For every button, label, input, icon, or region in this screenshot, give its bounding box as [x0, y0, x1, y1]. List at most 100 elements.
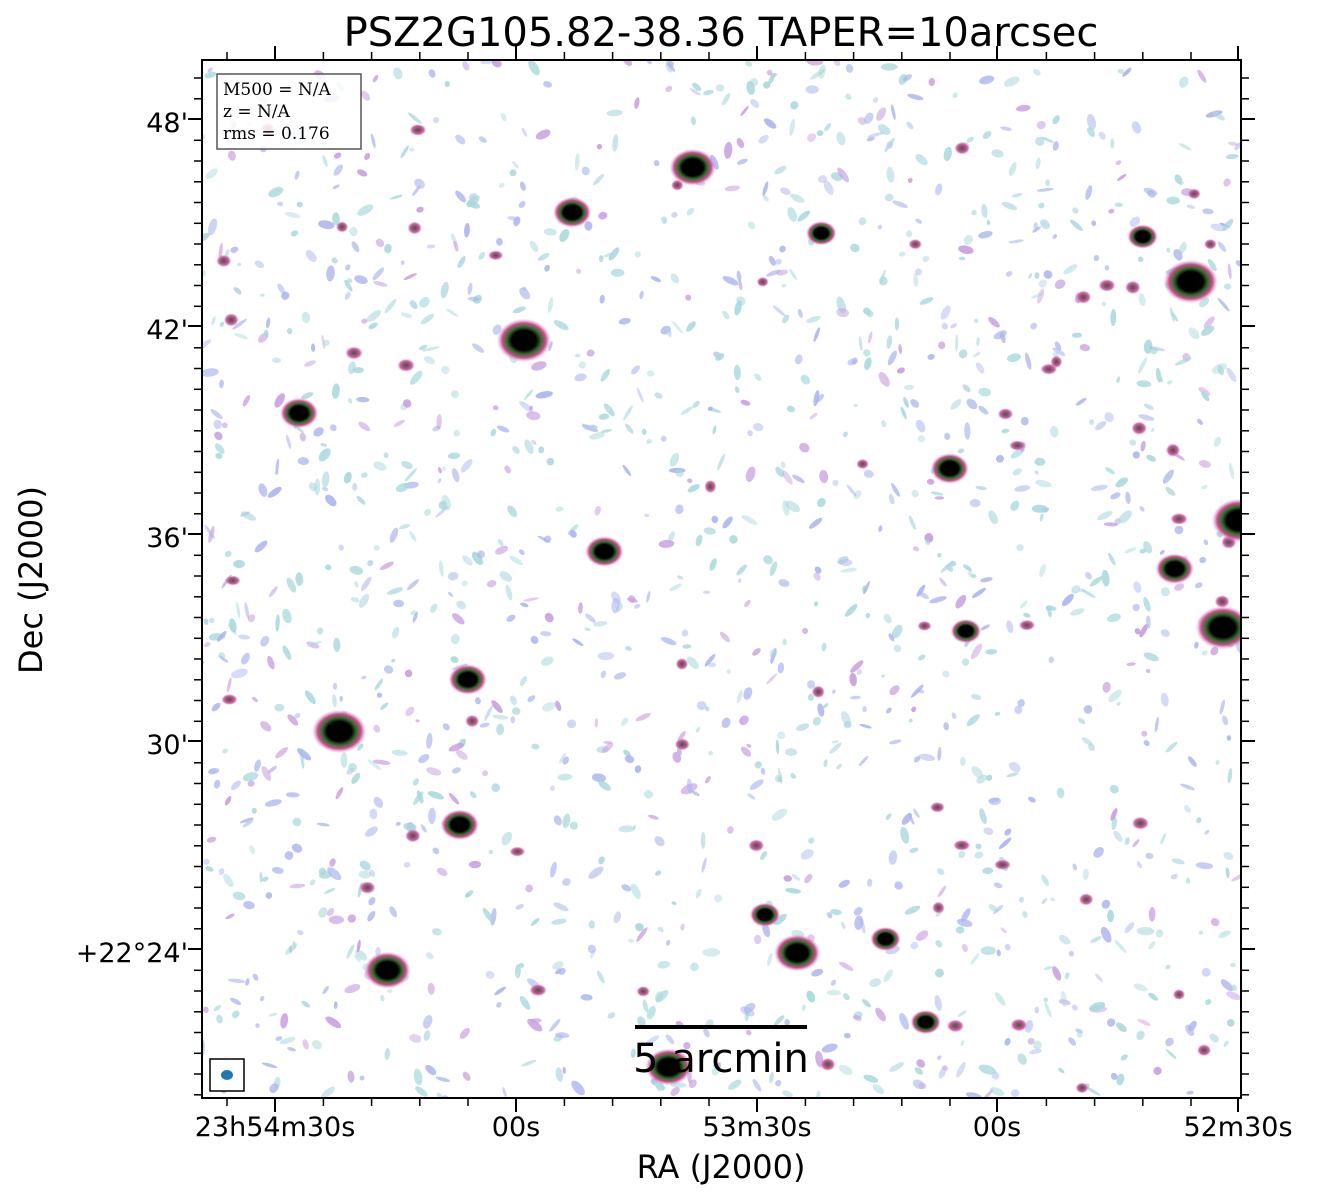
noise-blob — [586, 349, 595, 357]
noise-blob — [351, 772, 361, 784]
noise-blob — [213, 419, 222, 430]
noise-blob — [1132, 839, 1140, 848]
noise-blob — [993, 330, 1007, 340]
noise-blob — [1122, 67, 1132, 77]
noise-blob — [726, 669, 732, 674]
noise-blob — [1137, 256, 1144, 263]
faint-source — [397, 358, 415, 372]
faint-source — [465, 714, 480, 728]
radio-source — [930, 453, 970, 484]
noise-blob — [686, 778, 693, 794]
noise-blob — [1016, 544, 1024, 552]
noise-blob — [448, 743, 465, 752]
noise-blob — [490, 428, 497, 437]
noise-blob — [634, 251, 641, 258]
noise-blob — [1071, 332, 1083, 338]
noise-blob — [343, 471, 352, 484]
noise-blob — [234, 333, 249, 340]
noise-blob — [519, 181, 526, 191]
noise-blob — [352, 483, 358, 491]
noise-blob — [1209, 1033, 1219, 1043]
noise-blob — [1114, 202, 1123, 208]
noise-blob — [1223, 1040, 1229, 1048]
noise-blob — [275, 747, 288, 759]
noise-blob — [420, 824, 427, 833]
noise-blob — [558, 967, 566, 975]
noise-blob — [817, 497, 826, 508]
noise-blob — [1235, 260, 1241, 267]
noise-blob — [621, 884, 632, 892]
noise-blob — [531, 439, 537, 445]
noise-blob — [203, 642, 211, 648]
noise-blob — [242, 818, 254, 828]
noise-blob — [1052, 966, 1062, 981]
noise-blob — [782, 470, 793, 485]
noise-blob — [979, 75, 995, 85]
noise-blob — [940, 305, 951, 320]
noise-blob — [709, 558, 717, 571]
noise-blob — [1226, 367, 1237, 382]
noise-blob — [1126, 662, 1136, 666]
faint-source — [1170, 512, 1188, 525]
noise-blob — [823, 759, 828, 768]
noise-blob — [740, 746, 752, 757]
noise-blob — [942, 670, 950, 678]
noise-blob — [322, 155, 328, 167]
noise-blob — [555, 1032, 570, 1039]
noise-blob — [1165, 964, 1171, 970]
noise-blob — [349, 565, 363, 575]
noise-blob — [1114, 939, 1127, 954]
noise-blob — [423, 1015, 433, 1029]
noise-blob — [1145, 852, 1154, 860]
noise-blob — [329, 424, 337, 432]
noise-blob — [331, 257, 338, 264]
radio-source — [1163, 259, 1219, 304]
noise-blob — [437, 467, 442, 474]
noise-blob — [1019, 896, 1024, 903]
noise-blob — [338, 544, 344, 551]
noise-blob — [567, 719, 577, 729]
noise-blob — [236, 601, 241, 619]
faint-source — [224, 575, 241, 586]
noise-blob — [242, 394, 251, 407]
faint-source — [674, 738, 690, 751]
noise-blob — [356, 939, 361, 953]
noise-blob — [202, 232, 210, 242]
noise-blob — [387, 989, 393, 994]
noise-blob — [410, 610, 417, 616]
noise-blob — [1115, 477, 1128, 488]
noise-blob — [1089, 576, 1103, 587]
noise-blob — [497, 538, 504, 547]
noise-blob — [630, 883, 641, 900]
noise-blob — [675, 504, 684, 515]
noise-blob — [1224, 283, 1232, 290]
noise-blob — [929, 596, 947, 604]
noise-blob — [435, 1076, 451, 1082]
radio-source — [496, 318, 552, 363]
noise-blob — [281, 291, 290, 300]
noise-blob — [1001, 201, 1017, 211]
noise-blob — [623, 405, 633, 421]
noise-blob — [863, 580, 870, 595]
noise-blob — [1028, 273, 1033, 279]
noise-blob — [244, 602, 250, 619]
noise-blob — [722, 516, 733, 529]
noise-blob — [740, 105, 749, 117]
noise-blob — [598, 413, 610, 420]
noise-blob — [368, 897, 376, 906]
noise-blob — [1087, 127, 1095, 137]
noise-blob — [843, 993, 850, 1001]
noise-blob — [606, 109, 623, 117]
faint-source — [529, 983, 547, 997]
noise-blob — [1111, 817, 1118, 830]
noise-blob — [1124, 547, 1137, 554]
noise-blob — [598, 255, 604, 263]
noise-blob — [611, 597, 620, 614]
noise-blob — [960, 1040, 965, 1047]
noise-blob — [559, 752, 566, 764]
noise-blob — [1110, 1072, 1118, 1080]
noise-blob — [237, 634, 251, 640]
faint-source — [221, 693, 238, 706]
noise-blob — [1008, 762, 1021, 773]
noise-blob — [355, 949, 368, 961]
